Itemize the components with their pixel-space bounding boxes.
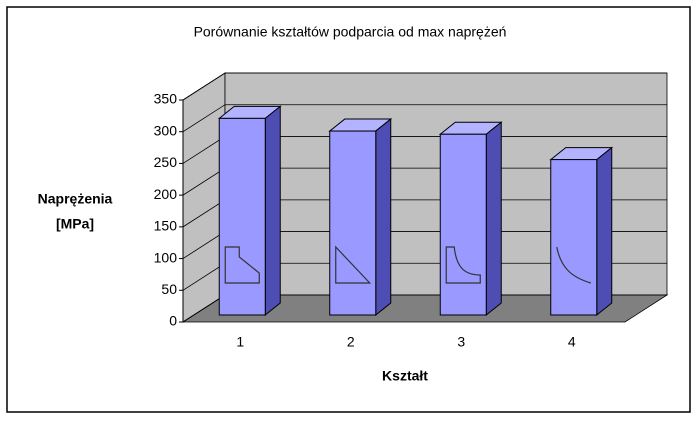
y-tick-label: 200 xyxy=(154,186,178,202)
x-axis-label: Kształt xyxy=(382,368,428,384)
grid-line xyxy=(182,104,667,133)
y-axis-label: [MPa] xyxy=(56,216,94,232)
chart-title: Porównanie kształtów podparcia od max na… xyxy=(194,24,507,40)
y-tick-label: 150 xyxy=(154,218,178,234)
bar xyxy=(329,130,377,316)
y-tick-label: 50 xyxy=(161,281,177,297)
x-tick-label: 3 xyxy=(457,334,465,350)
bar-side xyxy=(596,146,613,317)
grid-line xyxy=(182,72,667,101)
y-tick-label: 100 xyxy=(154,249,178,265)
x-tick-label: 1 xyxy=(236,334,244,350)
bar xyxy=(439,133,487,316)
y-tick-label: 300 xyxy=(154,122,178,138)
y-tick-label: 350 xyxy=(154,91,178,107)
bar xyxy=(218,117,266,316)
bar-side xyxy=(375,118,392,317)
shape-icon xyxy=(556,246,591,284)
shape-icon xyxy=(445,246,481,284)
y-tick-label: 250 xyxy=(154,154,178,170)
x-tick-label: 4 xyxy=(568,334,576,350)
y-axis-label: Naprężenia xyxy=(38,191,113,207)
y-tick-label: 0 xyxy=(169,313,177,329)
shape-icon xyxy=(335,245,372,284)
x-tick-label: 2 xyxy=(347,334,355,350)
shape-icon xyxy=(224,246,260,284)
bar-side xyxy=(485,121,502,317)
bar-side xyxy=(264,105,281,317)
bar xyxy=(550,159,598,316)
side-wall xyxy=(182,72,226,323)
